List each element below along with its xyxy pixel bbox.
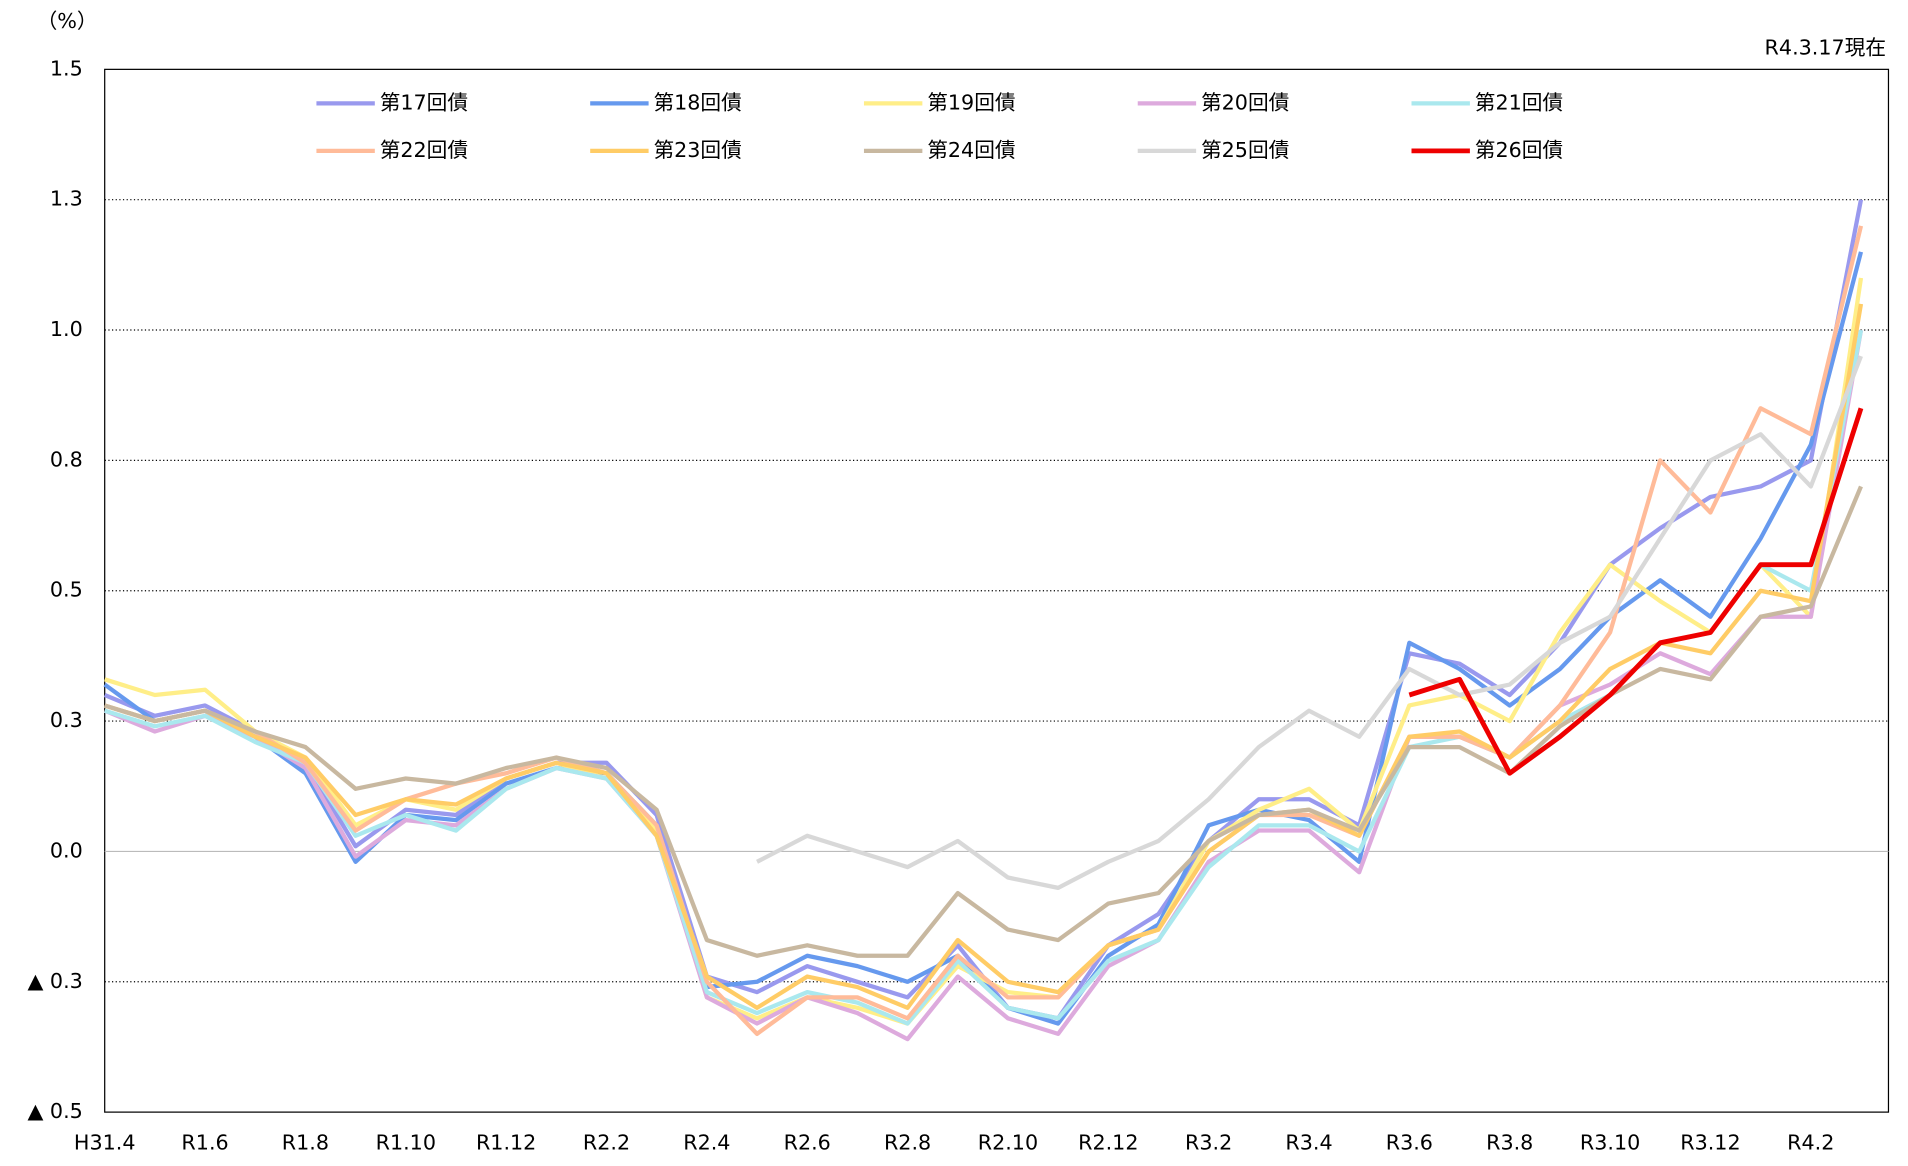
y-tick-label: 1.5 bbox=[50, 56, 83, 80]
legend-label: 第18回債 bbox=[653, 90, 741, 114]
x-tick-label: R3.10 bbox=[1580, 1131, 1640, 1155]
y-tick-label: ▲ 0.3 bbox=[27, 969, 82, 993]
series-line bbox=[103, 251, 1864, 1026]
x-tick-label: R1.10 bbox=[376, 1131, 436, 1155]
x-tick-label: R2.6 bbox=[784, 1131, 831, 1155]
legend-label: 第25回債 bbox=[1201, 138, 1289, 162]
legend-label: 第20回債 bbox=[1201, 90, 1289, 114]
annotation: R4.3.17現在 bbox=[1765, 36, 1886, 60]
legend-label: 第23回債 bbox=[653, 138, 741, 162]
series-line bbox=[1408, 407, 1864, 776]
series-line bbox=[104, 485, 1863, 958]
y-tick-label: 0.3 bbox=[50, 708, 83, 732]
x-tick-label: R2.4 bbox=[683, 1131, 730, 1155]
x-tick-label: R4.2 bbox=[1787, 1131, 1834, 1155]
series-line bbox=[104, 225, 1864, 1037]
y-tick-label: 1.0 bbox=[50, 317, 83, 341]
series-line bbox=[756, 355, 1863, 890]
series-line bbox=[104, 329, 1864, 1026]
legend-label: 第26回債 bbox=[1475, 138, 1563, 162]
legend-label: 第24回債 bbox=[927, 138, 1015, 162]
series-line bbox=[103, 329, 1864, 1042]
y-tick-label: 0.5 bbox=[50, 578, 83, 602]
legend-label: 第19回債 bbox=[927, 90, 1015, 114]
series-line bbox=[104, 303, 1864, 1010]
unit-label: （%） bbox=[37, 9, 98, 33]
y-tick-label: 0.0 bbox=[50, 838, 83, 862]
y-tick-label: 0.8 bbox=[50, 447, 83, 471]
x-tick-label: R3.12 bbox=[1680, 1131, 1740, 1155]
y-tick-label: ▲ 0.5 bbox=[27, 1099, 82, 1123]
x-tick-label: R3.6 bbox=[1386, 1131, 1433, 1155]
x-tick-label: R1.12 bbox=[476, 1131, 536, 1155]
x-tick-label: R2.10 bbox=[978, 1131, 1038, 1155]
x-tick-label: R2.12 bbox=[1078, 1131, 1138, 1155]
legend-label: 第17回債 bbox=[380, 90, 468, 114]
y-tick-label: 1.3 bbox=[50, 187, 83, 211]
x-tick-label: R3.8 bbox=[1486, 1131, 1533, 1155]
x-tick-label: R2.2 bbox=[583, 1131, 630, 1155]
x-tick-label: H31.4 bbox=[74, 1131, 136, 1155]
legend-label: 第22回債 bbox=[380, 138, 468, 162]
x-tick-label: R3.2 bbox=[1185, 1131, 1232, 1155]
x-tick-label: R2.8 bbox=[884, 1131, 931, 1155]
x-tick-label: R1.8 bbox=[282, 1131, 329, 1155]
x-tick-label: R1.6 bbox=[181, 1131, 228, 1155]
series-line bbox=[103, 199, 1864, 1021]
x-tick-label: R3.4 bbox=[1285, 1131, 1332, 1155]
legend-label: 第21回債 bbox=[1475, 90, 1563, 114]
